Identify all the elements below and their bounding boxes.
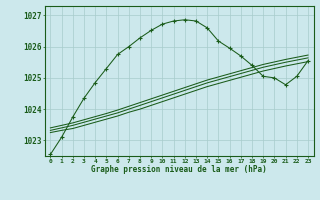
X-axis label: Graphe pression niveau de la mer (hPa): Graphe pression niveau de la mer (hPa): [91, 165, 267, 174]
